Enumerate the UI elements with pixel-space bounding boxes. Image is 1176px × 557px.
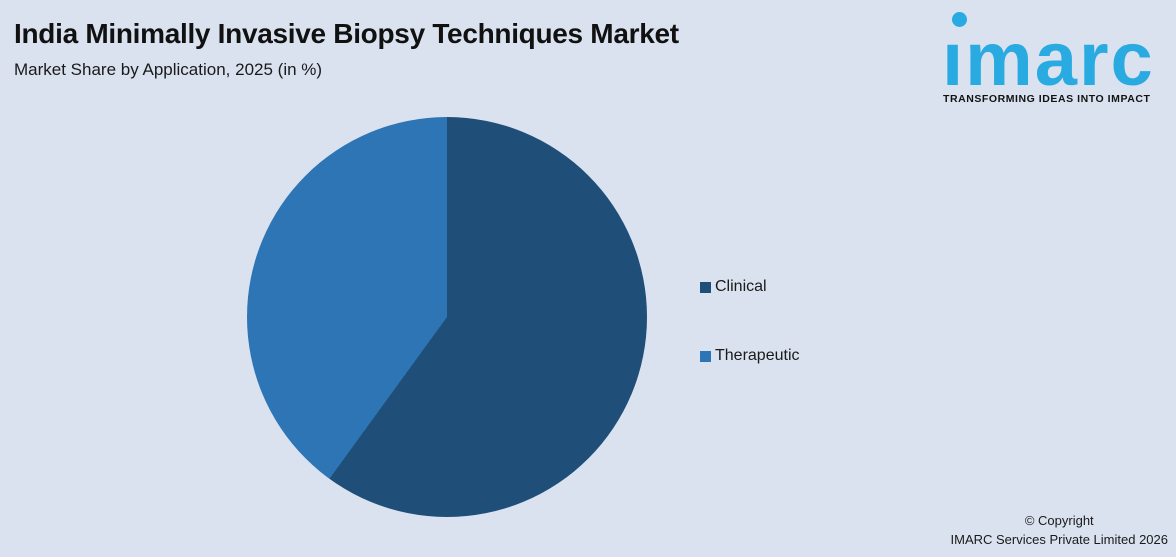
imarc-logo: ımarc TRANSFORMING IDEAS INTO IMPACT: [942, 0, 1170, 110]
legend-item-clinical: Clinical: [700, 278, 800, 296]
logo-brand-text: ımarc: [942, 17, 1155, 102]
page-title: India Minimally Invasive Biopsy Techniqu…: [14, 18, 679, 49]
copyright-notice: © Copyright IMARC Services Private Limit…: [951, 512, 1168, 550]
pie-chart: [247, 117, 647, 517]
legend-item-therapeutic: Therapeutic: [700, 347, 800, 365]
legend-label-clinical: Clinical: [715, 278, 767, 295]
copyright-line2: IMARC Services Private Limited 2026: [950, 532, 1168, 548]
chart-legend: Clinical Therapeutic: [700, 278, 800, 416]
logo-tagline: TRANSFORMING IDEAS INTO IMPACT: [943, 93, 1151, 105]
legend-label-therapeutic: Therapeutic: [715, 347, 800, 364]
legend-swatch-therapeutic: [700, 351, 711, 362]
copyright-line1: © Copyright: [1024, 513, 1094, 529]
legend-swatch-clinical: [700, 282, 711, 293]
logo-dot-icon: [952, 12, 967, 27]
page-subtitle: Market Share by Application, 2025 (in %): [14, 60, 323, 79]
